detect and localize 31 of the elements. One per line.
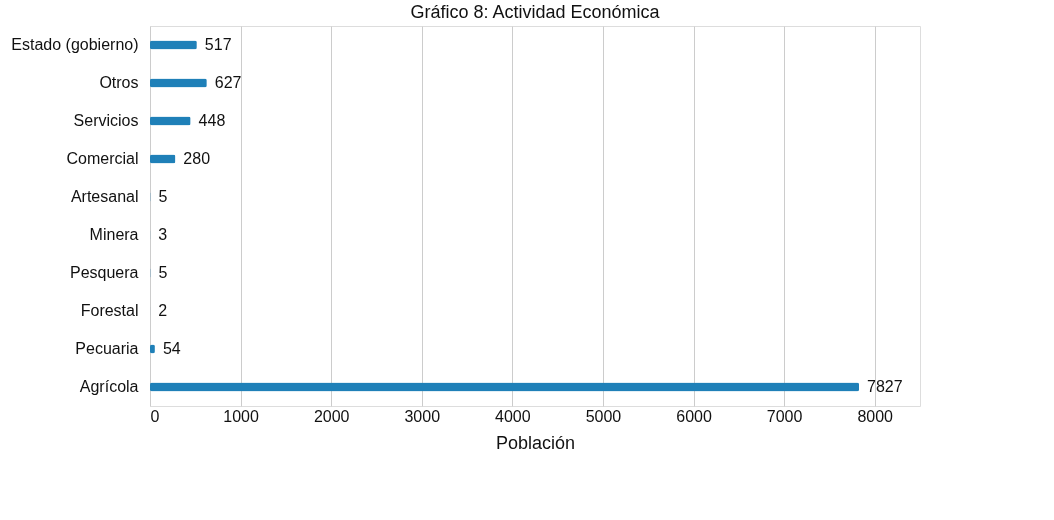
x-axis-title: Población [495,432,576,453]
y-tick-label: Artesanal [70,188,139,205]
data-label: 5 [158,264,168,281]
y-tick-label: Forestal [80,302,139,319]
data-label: 3 [158,226,168,243]
y-tick-label: Pecuaria [75,340,139,357]
y-tick-label: Estado (gobierno) [11,36,139,53]
x-tick-label: 6000 [676,407,712,425]
y-tick-label: Comercial [66,150,139,167]
x-tick-label: 2000 [313,407,350,425]
x-tick-label: 4000 [495,407,531,425]
y-tick-label: Pesquera [70,264,139,281]
data-label: 280 [183,150,211,167]
x-tick-label: 7000 [766,407,803,425]
data-label: 2 [158,302,168,319]
x-tick-label: 1000 [223,407,259,425]
y-tick-label: Otros [99,74,139,91]
x-tick-label: 0 [150,407,160,425]
y-tick-label: Agrícola [79,378,139,395]
y-tick-label: Servicios [73,112,139,129]
data-label: 517 [204,36,232,53]
data-label: 5 [158,188,168,205]
chart-title: Gráfico 8: Actividad Económica [410,2,661,22]
data-label: 448 [198,112,226,129]
y-tick-label: Minera [89,226,139,243]
x-tick-label: 5000 [585,407,622,425]
data-label: 627 [214,74,242,91]
data-label: 54 [162,340,181,357]
x-tick-label: 3000 [404,407,441,425]
x-tick-label: 8000 [857,407,894,425]
data-label: 7827 [867,378,903,395]
